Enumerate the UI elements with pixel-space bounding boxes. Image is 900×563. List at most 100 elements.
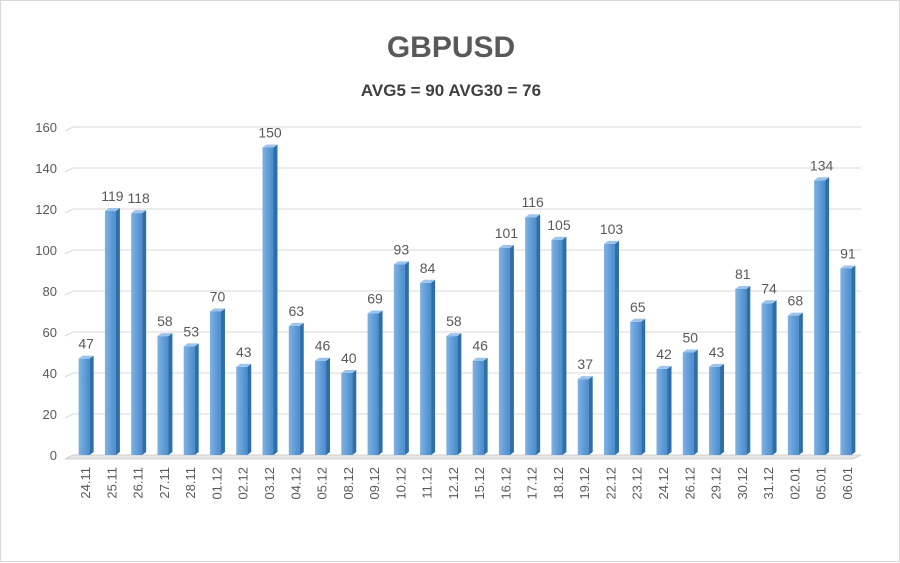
x-tick-label: 18.12 [551,467,566,500]
bar-top [551,236,567,240]
bar-side [667,365,672,455]
bar-side [273,144,278,455]
gridline [64,331,861,337]
data-label: 93 [394,241,410,257]
gridline [64,372,861,378]
data-label: 70 [210,289,226,305]
bar [78,358,90,455]
bar-top [525,214,541,218]
bar-side [168,333,173,455]
bar-top [183,343,199,347]
bar-top [78,355,94,359]
floor [64,454,862,460]
data-label: 43 [709,344,725,360]
data-label: 50 [682,330,698,346]
y-tick-label: 100 [35,243,57,258]
bar-side [378,310,383,455]
bar-side [194,343,199,455]
x-tick-label: 25.11 [104,467,119,499]
bar-side [115,208,120,455]
chart-subtitle: AVG5 = 90 AVG30 = 76 [360,81,542,100]
bar-side [404,261,409,455]
bar-top [446,333,462,337]
data-label: 119 [101,188,124,204]
bar-top [157,333,173,337]
bar-top [656,365,672,369]
data-label: 69 [367,291,383,307]
chart-title: GBPUSD [386,31,516,64]
bar-top [367,310,383,314]
bar-side [851,265,856,455]
data-label: 74 [761,280,777,296]
bar-side [483,357,488,455]
x-tick-label: 24.12 [656,467,671,500]
bar-top [498,244,514,248]
data-label: 81 [735,266,751,282]
bar-side [772,300,777,455]
x-tick-label: 30.12 [735,467,750,500]
bar [104,211,116,455]
y-tick-label: 40 [43,366,57,381]
bar-side [825,177,830,456]
bar [209,311,221,455]
bar [315,360,327,455]
y-tick-label: 140 [35,161,57,176]
bar-top [341,370,357,373]
data-label: 58 [157,313,173,329]
y-tick-label: 80 [43,284,57,299]
bar-top [420,279,436,283]
data-label: 58 [446,313,462,329]
bar [288,325,300,455]
bar [446,336,458,455]
bar-top [209,308,225,312]
x-tick-label: 04.12 [288,467,303,500]
bar-side [326,357,331,455]
data-label: 150 [258,125,282,141]
gridline [64,249,861,255]
x-tick-label: 28.11 [183,467,198,499]
bar-side [693,349,698,455]
bar [341,373,353,455]
bar [814,180,826,456]
gridline [64,167,861,173]
x-tick-label: 17.12 [525,467,540,500]
x-tick-label: 23.12 [630,467,645,500]
bar [262,147,274,455]
data-label: 103 [600,221,624,237]
x-tick-label: 26.12 [682,467,697,500]
bar [735,288,747,455]
bar-side [457,333,462,455]
bar [498,247,510,455]
x-tick-label: 11.12 [420,467,435,499]
x-tick-label: 24.11 [78,467,93,499]
bar-side [588,376,593,455]
bar-top [761,300,777,304]
bar [603,243,615,455]
bar [183,346,195,455]
bar-top [315,357,331,361]
bar-side [720,363,725,455]
x-tick-label: 06.01 [840,467,855,500]
bar-side [89,355,94,455]
data-label: 116 [522,194,545,210]
bar [787,315,799,455]
data-label: 65 [630,299,646,315]
x-tick-label: 02.01 [787,467,802,500]
bar-side [614,240,619,455]
bar [367,313,379,455]
data-label: 63 [288,303,304,319]
gridline [64,126,861,132]
data-label: 42 [656,346,672,362]
bar-side [220,308,225,455]
bar-top [472,357,488,361]
bar-side [299,322,304,455]
y-tick-label: 60 [43,325,57,340]
x-tick-label: 29.12 [709,467,724,500]
bar-side [746,285,751,455]
bar-side [536,214,541,455]
bar-top [814,177,830,181]
bar-top [709,363,725,367]
bar [682,352,694,455]
x-tick-label: 27.11 [157,467,172,499]
